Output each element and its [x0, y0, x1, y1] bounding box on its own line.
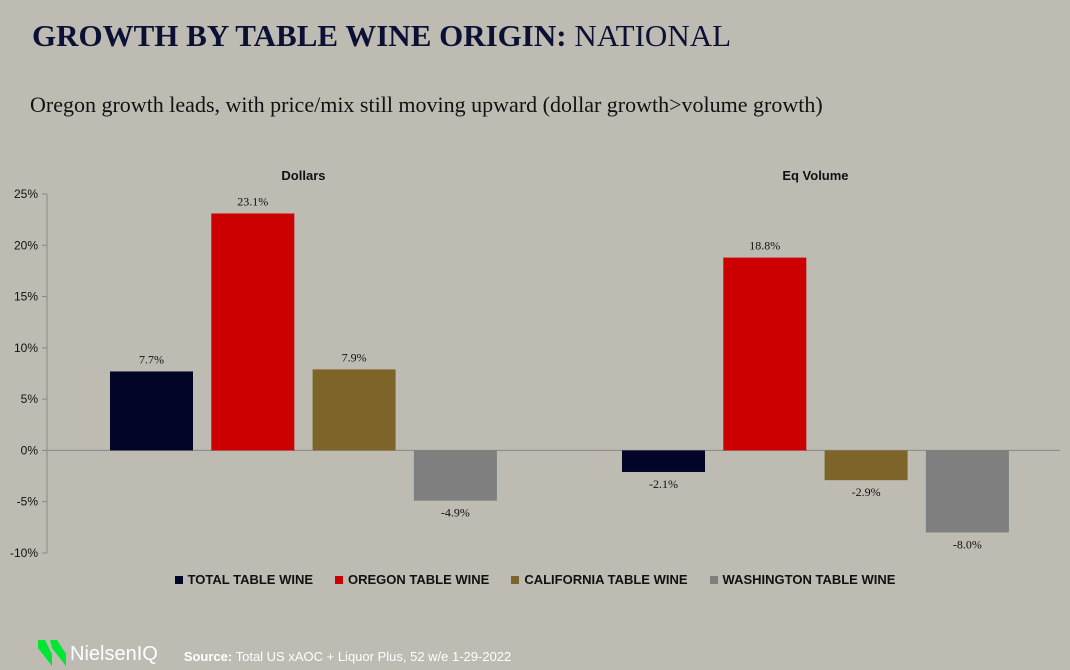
page-title: GROWTH BY TABLE WINE ORIGIN: NATIONAL: [32, 18, 731, 54]
y-tick-label: -5%: [17, 495, 39, 509]
subtitle: Oregon growth leads, with price/mix stil…: [30, 92, 823, 117]
y-tick-label: 15%: [14, 290, 38, 304]
data-label: -4.9%: [441, 506, 470, 520]
bar: [925, 450, 1009, 533]
data-label: 7.7%: [139, 352, 164, 366]
legend-swatch: [335, 575, 344, 584]
legend-label: TOTAL TABLE WINE: [187, 572, 314, 587]
title-bold: GROWTH BY TABLE WINE ORIGIN:: [32, 18, 567, 53]
legend-label: CALIFORNIA TABLE WINE: [524, 572, 688, 587]
legend-swatch: [511, 575, 520, 584]
legend: TOTAL TABLE WINE OREGON TABLE WINE CALIFOR…: [0, 572, 1070, 587]
legend-swatch: [709, 575, 718, 584]
nielseniq-logo: NielsenIQ: [38, 640, 158, 666]
group-label: Eq Volume: [782, 168, 848, 183]
bar: [824, 450, 908, 481]
logo-mark-icon: [38, 640, 66, 666]
source-note: Source: Total US xAOC + Liquor Plus, 52 …: [184, 649, 511, 666]
legend-item: OREGON TABLE WINE: [335, 572, 489, 587]
bar: [723, 257, 807, 451]
y-tick-label: 5%: [21, 392, 39, 406]
y-tick-label: 0%: [21, 443, 39, 457]
brand-name: NielsenIQ: [70, 643, 158, 665]
data-label: -8.0%: [953, 537, 982, 551]
data-label: 18.8%: [749, 239, 780, 253]
source-text: Total US xAOC + Liquor Plus, 52 w/e 1-29…: [232, 649, 512, 664]
title-rest: NATIONAL: [566, 18, 732, 53]
legend-item: WASHINGTON TABLE WINE: [709, 572, 896, 587]
data-label: -2.1%: [649, 477, 678, 491]
data-label: 7.9%: [342, 350, 367, 364]
bar: [622, 450, 705, 472]
y-tick-label: 20%: [14, 238, 38, 252]
legend-item: TOTAL TABLE WINE: [174, 572, 314, 587]
data-label: -2.9%: [852, 485, 881, 499]
data-label: 23.1%: [237, 194, 268, 208]
group-label: Dollars: [281, 168, 325, 183]
footer: NielsenIQ Source: Total US xAOC + Liquor…: [38, 640, 511, 666]
y-tick-label: 25%: [14, 187, 38, 201]
legend-label: WASHINGTON TABLE WINE: [722, 572, 896, 587]
bar: [110, 371, 193, 451]
bar: [413, 450, 497, 501]
y-tick-label: -10%: [10, 546, 38, 560]
legend-label: OREGON TABLE WINE: [348, 572, 490, 587]
legend-item: CALIFORNIA TABLE WINE: [511, 572, 688, 587]
bar: [211, 213, 295, 451]
y-tick-label: 10%: [14, 341, 38, 355]
legend-swatch: [174, 575, 183, 584]
source-label: Source:: [183, 649, 233, 664]
bar: [312, 369, 396, 451]
